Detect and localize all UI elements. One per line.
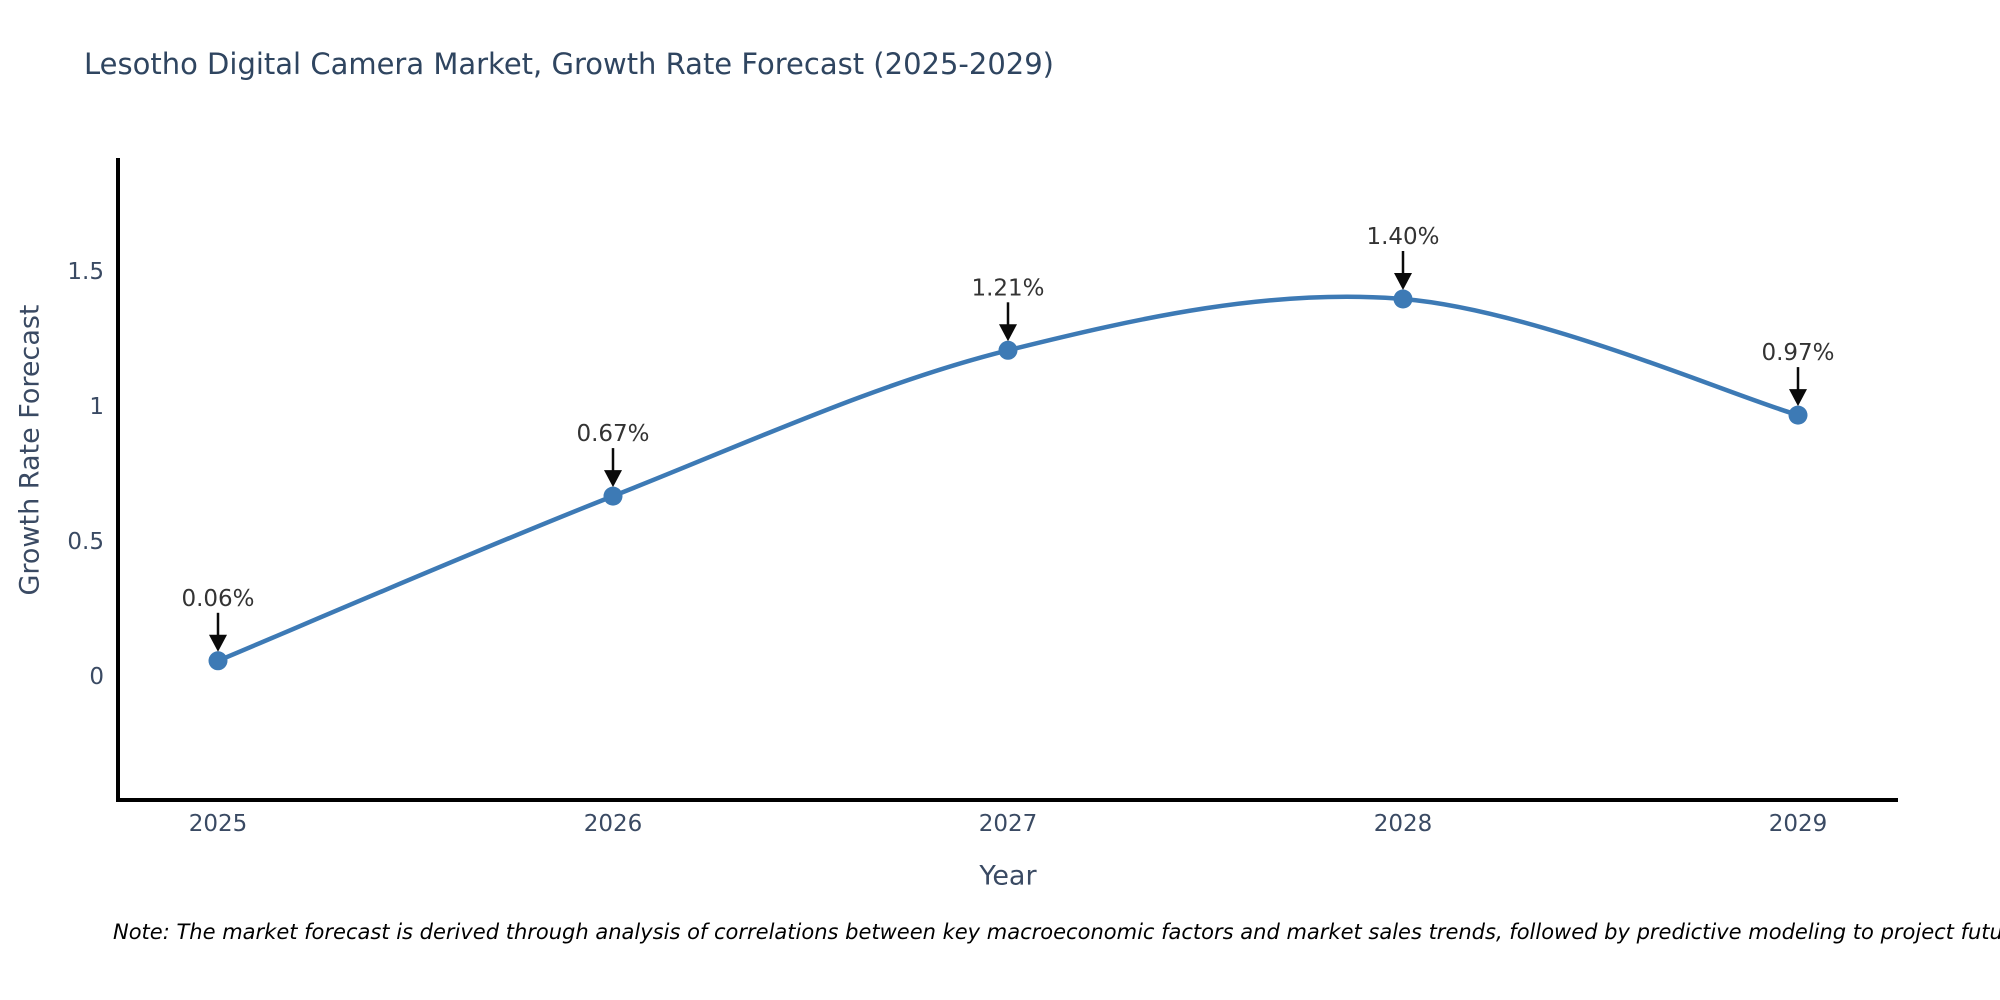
annotation-arrowhead-icon bbox=[209, 634, 227, 652]
x-tick-label: 2028 bbox=[1374, 811, 1433, 837]
data-point-label-2025: 0.06% bbox=[181, 586, 254, 612]
data-point-marker-2026 bbox=[603, 486, 623, 506]
data-point-marker-2025 bbox=[208, 651, 228, 671]
annotation-arrowhead-icon bbox=[604, 470, 622, 488]
annotation-arrowhead-icon bbox=[1394, 273, 1412, 290]
data-point-marker-2029 bbox=[1788, 405, 1808, 425]
footnote: Note: The market forecast is derived thr… bbox=[113, 920, 2000, 944]
y-axis-title: Growth Rate Forecast bbox=[15, 304, 46, 595]
data-point-label-2028: 1.40% bbox=[1366, 224, 1439, 250]
y-tick-label: 0.5 bbox=[67, 529, 104, 555]
x-tick-label: 2025 bbox=[189, 811, 248, 837]
x-tick-label: 2029 bbox=[1769, 811, 1828, 837]
data-point-label-2026: 0.67% bbox=[576, 421, 649, 447]
annotation-arrowhead-icon bbox=[999, 324, 1017, 342]
x-tick-label: 2026 bbox=[584, 811, 643, 837]
annotation-arrowhead-icon bbox=[1789, 389, 1807, 407]
data-point-marker-2027 bbox=[998, 340, 1018, 360]
data-point-marker-2028 bbox=[1393, 289, 1413, 309]
y-tick-label: 1 bbox=[89, 394, 104, 420]
x-axis-title: Year bbox=[978, 861, 1037, 892]
chart-title: Lesotho Digital Camera Market, Growth Ra… bbox=[84, 47, 1054, 81]
y-tick-label: 1.5 bbox=[67, 259, 104, 285]
x-tick-label: 2027 bbox=[979, 811, 1038, 837]
data-point-label-2027: 1.21% bbox=[971, 275, 1044, 301]
y-tick-label: 0 bbox=[89, 664, 104, 690]
data-point-label-2029: 0.97% bbox=[1761, 340, 1834, 366]
